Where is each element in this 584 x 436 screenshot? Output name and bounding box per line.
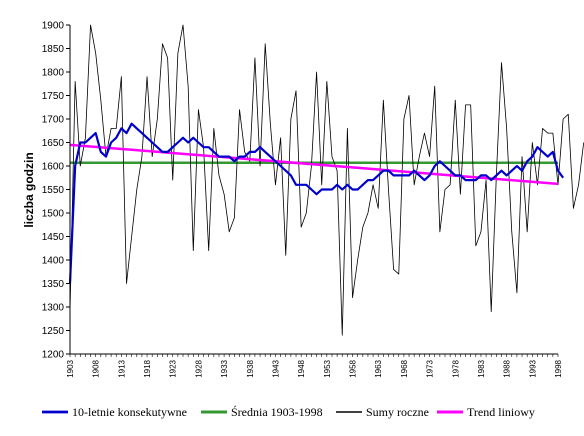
x-tick-label: 1973 xyxy=(426,359,435,377)
annual-sums-line xyxy=(69,24,584,336)
x-tick-label: 1938 xyxy=(246,359,255,377)
y-tick-label: 1650 xyxy=(42,138,65,149)
legend-item-mean: Średnia 1903-1998 xyxy=(201,405,323,419)
legend-item-annual-sums: Sumy roczne xyxy=(336,405,429,419)
y-tick-label: 1900 xyxy=(42,21,65,32)
legend-item-trend: Trend liniowy xyxy=(437,405,535,419)
y-axis-title: liczba godzin xyxy=(22,152,36,227)
y-tick-label: 1350 xyxy=(42,279,65,290)
x-tick-label: 1908 xyxy=(92,359,101,377)
x-tick-label: 1943 xyxy=(271,359,280,377)
x-tick-label: 1928 xyxy=(194,359,203,377)
x-tick-label: 1953 xyxy=(323,359,332,377)
y-tick-label: 1500 xyxy=(42,209,65,220)
x-tick-label: 1988 xyxy=(503,359,512,377)
legend-label: Trend liniowy xyxy=(467,405,535,419)
x-tick-label: 1913 xyxy=(117,359,126,377)
y-tick-label: 1600 xyxy=(42,162,65,173)
x-tick-label: 1983 xyxy=(477,359,486,377)
x-tick-label: 1998 xyxy=(554,359,563,377)
y-tick-label: 1300 xyxy=(42,303,65,314)
y-tick-label: 1250 xyxy=(42,326,65,337)
axes: 1200 1250 1300 1350 1400 1450 1500 1550 1600 1650… xyxy=(42,21,563,378)
x-tick-label: 1918 xyxy=(143,359,152,377)
y-tick-label: 1200 xyxy=(42,350,65,361)
x-tick-label: 1978 xyxy=(451,359,460,377)
plot-area xyxy=(68,24,584,336)
y-tick-label: 1450 xyxy=(42,232,65,243)
legend-item-moving-average: 10-letnie konsekutywne xyxy=(42,405,187,419)
y-tick-label: 1750 xyxy=(42,91,65,102)
legend: 10-letnie konsekutywne Średnia 1903-1998 S… xyxy=(42,405,535,419)
legend-label: Średnia 1903-1998 xyxy=(231,405,323,419)
y-tick-label: 1400 xyxy=(42,256,65,267)
y-tick-label: 1850 xyxy=(42,44,65,55)
y-tick-label: 1800 xyxy=(42,68,65,79)
legend-label: Sumy roczne xyxy=(366,405,429,419)
x-tick-label: 1933 xyxy=(220,359,229,377)
x-tick-label: 1903 xyxy=(66,359,75,377)
x-tick-label: 1968 xyxy=(400,359,409,377)
y-tick-label: 1550 xyxy=(42,185,65,196)
x-tick-label: 1948 xyxy=(297,359,306,377)
trend-line xyxy=(69,143,559,186)
moving-average-line xyxy=(68,122,565,284)
x-tick-label: 1963 xyxy=(374,359,383,377)
x-tick-label: 1993 xyxy=(528,359,537,377)
legend-label: 10-letnie konsekutywne xyxy=(72,405,187,419)
x-tick-label: 1958 xyxy=(349,359,358,377)
x-tick-label: 1923 xyxy=(169,359,178,377)
y-tick-label: 1700 xyxy=(42,115,65,126)
